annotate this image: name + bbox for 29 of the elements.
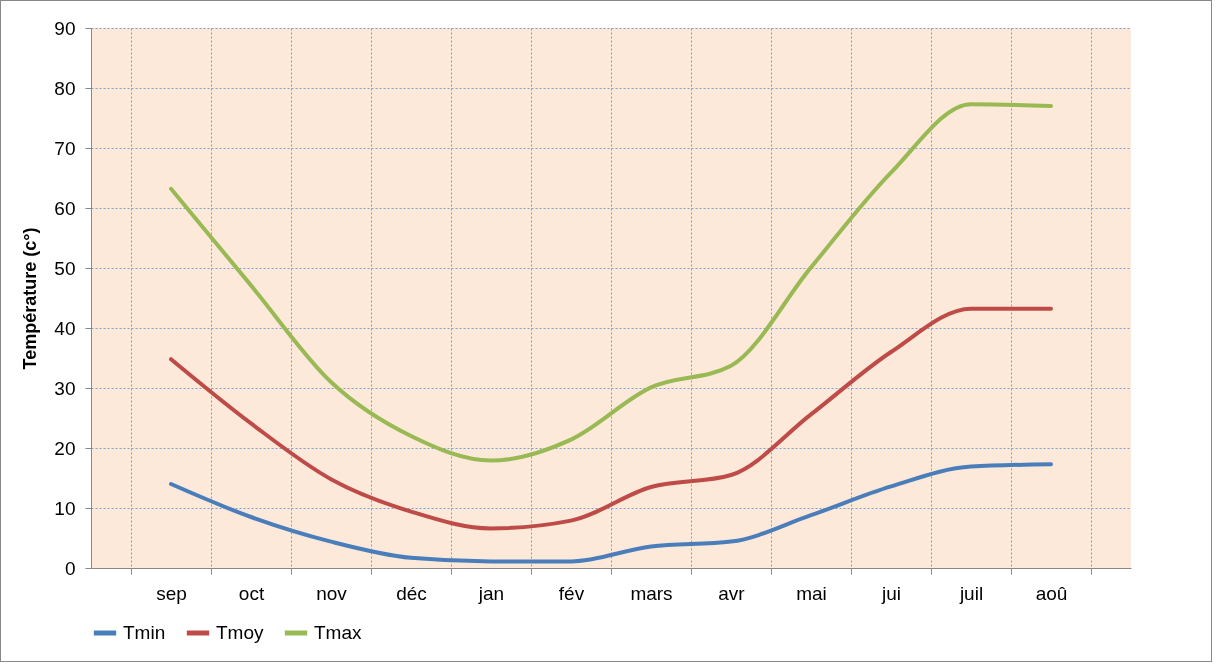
x-tick-label: juil — [958, 582, 984, 604]
y-tick-label: 60 — [54, 197, 76, 219]
y-tick-label: 50 — [54, 257, 76, 279]
line-series — [169, 102, 1053, 463]
x-tick-label: jan — [477, 582, 505, 604]
x-tick-label: jui — [880, 582, 902, 604]
x-tick-label: oct — [238, 582, 265, 604]
x-tick-label: avr — [718, 582, 746, 604]
y-tick-label: 0 — [64, 557, 76, 579]
y-tick-label: 10 — [54, 497, 76, 519]
y-tick-label: 70 — [54, 137, 76, 159]
y-tick-label: 80 — [54, 77, 76, 99]
x-tick-label: fév — [558, 582, 585, 604]
x-tick-label: nov — [316, 582, 348, 604]
x-tick-label: mai — [796, 582, 827, 604]
y-tick-label: 20 — [54, 437, 76, 459]
legend-label: Tmoy — [216, 622, 264, 643]
legend-label: Tmax — [314, 622, 362, 643]
y-tick-label: 90 — [54, 17, 76, 39]
x-tick-label: sep — [156, 582, 187, 604]
y-axis-title: Température (c°) — [20, 227, 41, 370]
legend-label: Tmin — [123, 622, 166, 643]
y-tick-label: 40 — [54, 317, 76, 339]
line-series — [169, 462, 1053, 564]
line-series — [169, 306, 1053, 531]
y-tick-label: 30 — [54, 377, 76, 399]
x-tick-label: déc — [396, 582, 427, 604]
x-tick-label: mars — [630, 582, 673, 604]
x-tick-label: aoû — [1035, 582, 1068, 604]
